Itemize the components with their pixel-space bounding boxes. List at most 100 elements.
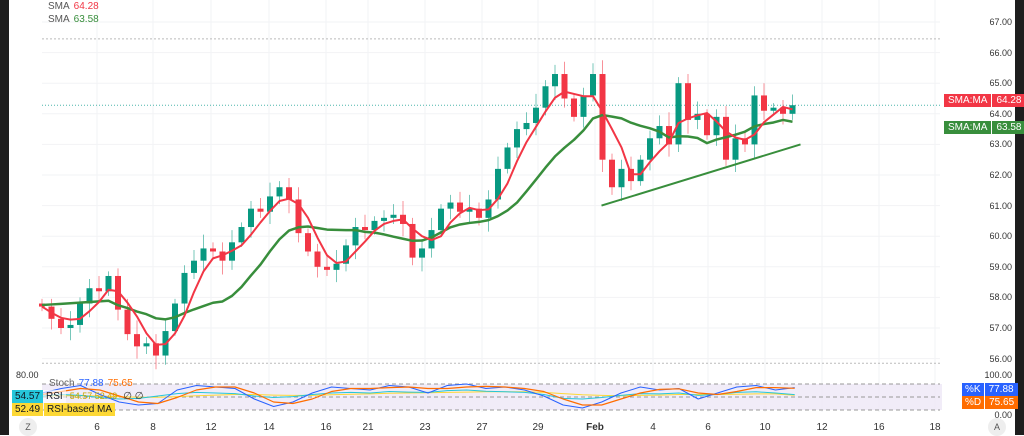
legend-value: 63.58 xyxy=(73,14,99,25)
legend-sma-fast: SMA 64.28 xyxy=(48,1,99,13)
candle-body xyxy=(561,74,568,99)
candle-body xyxy=(191,260,197,273)
time-axis-label: 29 xyxy=(532,422,544,433)
time-axis-label: 4 xyxy=(650,422,656,433)
candle-body xyxy=(257,208,264,212)
rsi-value: 54.57 xyxy=(12,390,44,403)
candle-body xyxy=(495,168,501,200)
candle-body xyxy=(476,208,482,218)
candle-body xyxy=(96,288,102,292)
rsi-inline-values: 54.57 52.49 xyxy=(69,391,118,401)
candle-body xyxy=(599,74,606,160)
price-axis-label: 64.00 xyxy=(989,108,1012,119)
candle-body xyxy=(86,288,93,304)
candle-body xyxy=(694,113,701,120)
candle-body xyxy=(371,220,378,231)
candle-body xyxy=(248,208,254,228)
candle-body xyxy=(666,126,672,145)
candle-body xyxy=(789,105,796,114)
left-frame xyxy=(0,0,9,435)
candle-body xyxy=(533,107,539,123)
rsi-legend: 54.57 RSI 54.57 52.49 ∅ ∅ xyxy=(12,390,143,403)
price-axis-label: 56.00 xyxy=(989,353,1012,364)
candle-body xyxy=(618,168,625,188)
candle-body xyxy=(514,129,520,148)
time-axis-label: 27 xyxy=(476,422,488,433)
candle-body xyxy=(552,74,558,87)
candle-body xyxy=(713,116,720,136)
candle-body xyxy=(523,122,530,130)
price-axis-label: 67.00 xyxy=(989,17,1012,27)
legend-sma-slow: SMA 63.58 xyxy=(48,14,99,26)
candle-body xyxy=(542,86,549,108)
candle-body xyxy=(761,95,767,111)
price-axis-label: 59.00 xyxy=(989,261,1012,272)
candle-body xyxy=(124,309,131,335)
candle-body xyxy=(590,74,596,96)
rsi-line xyxy=(41,389,795,400)
candle-body xyxy=(732,138,739,160)
price-axis-label: 60.00 xyxy=(989,231,1012,242)
candle-body xyxy=(295,199,302,234)
candle-body xyxy=(381,217,387,221)
candle-body xyxy=(333,263,340,270)
candle-body xyxy=(637,159,644,182)
na-values: ∅ ∅ xyxy=(123,391,144,402)
candle-body xyxy=(143,343,150,347)
candle-body xyxy=(466,208,473,212)
candle-body xyxy=(770,107,777,111)
candle-body xyxy=(343,245,349,264)
stoch-legend: Stoch 77.88 75.65 xyxy=(49,377,133,390)
candle-body xyxy=(390,214,397,218)
candle-body xyxy=(438,208,444,231)
tag-value: 64.28 xyxy=(991,94,1024,107)
candle-body xyxy=(181,272,188,304)
time-axis-label: 16 xyxy=(873,422,885,433)
d-tag: %D 75.65 xyxy=(962,396,1019,409)
right-frame xyxy=(1015,0,1024,435)
candle-body xyxy=(153,343,159,356)
candle-body xyxy=(286,187,292,200)
rsi-ma-legend: 52.49 RSI-based MA xyxy=(12,403,116,416)
time-axis-label: Feb xyxy=(586,422,604,433)
trend-line xyxy=(601,143,801,207)
d-tag-value: 75.65 xyxy=(985,396,1019,409)
candle-body xyxy=(77,303,83,325)
candle-body xyxy=(200,248,207,261)
indicator-axis-0: 0.00 xyxy=(994,410,1012,420)
legend-label: SMA xyxy=(48,14,70,25)
k-tag: %K 77.88 xyxy=(962,383,1018,396)
zoom-reset-button[interactable]: Z xyxy=(19,418,37,436)
stoch-d-value: 75.65 xyxy=(107,378,133,389)
legend-label: SMA xyxy=(48,1,70,12)
candle-body xyxy=(504,147,511,169)
time-axis-label: 23 xyxy=(419,422,431,433)
candle-body xyxy=(238,227,245,243)
d-tag-name: %D xyxy=(962,396,985,409)
candle-body xyxy=(267,196,273,212)
time-axis-label: 21 xyxy=(362,422,374,433)
time-axis-label: 16 xyxy=(320,422,332,433)
sma-slow-line xyxy=(41,113,793,321)
time-axis-label: 6 xyxy=(94,422,100,433)
k-tag-value: 77.88 xyxy=(984,383,1018,396)
time-axis-label: 10 xyxy=(759,422,771,433)
time-axis-label: 6 xyxy=(705,422,711,433)
candle-body xyxy=(314,251,321,267)
candle-body xyxy=(324,266,330,270)
stoch-label: Stoch xyxy=(49,378,75,389)
price-axis-label: 65.00 xyxy=(989,78,1012,89)
price-axis-label: 63.00 xyxy=(989,139,1012,150)
price-axis-label: 66.00 xyxy=(989,47,1012,58)
candle-body xyxy=(352,227,359,246)
candle-body xyxy=(609,159,615,188)
auto-scale-button[interactable]: A xyxy=(988,418,1006,436)
rsi-label: RSI xyxy=(43,390,66,403)
time-axis-label: 14 xyxy=(263,422,275,433)
candle-body xyxy=(742,138,748,145)
candle-body xyxy=(780,107,786,114)
candle-body xyxy=(571,98,577,117)
legend-value: 64.28 xyxy=(73,1,99,12)
candle-body xyxy=(704,113,710,136)
